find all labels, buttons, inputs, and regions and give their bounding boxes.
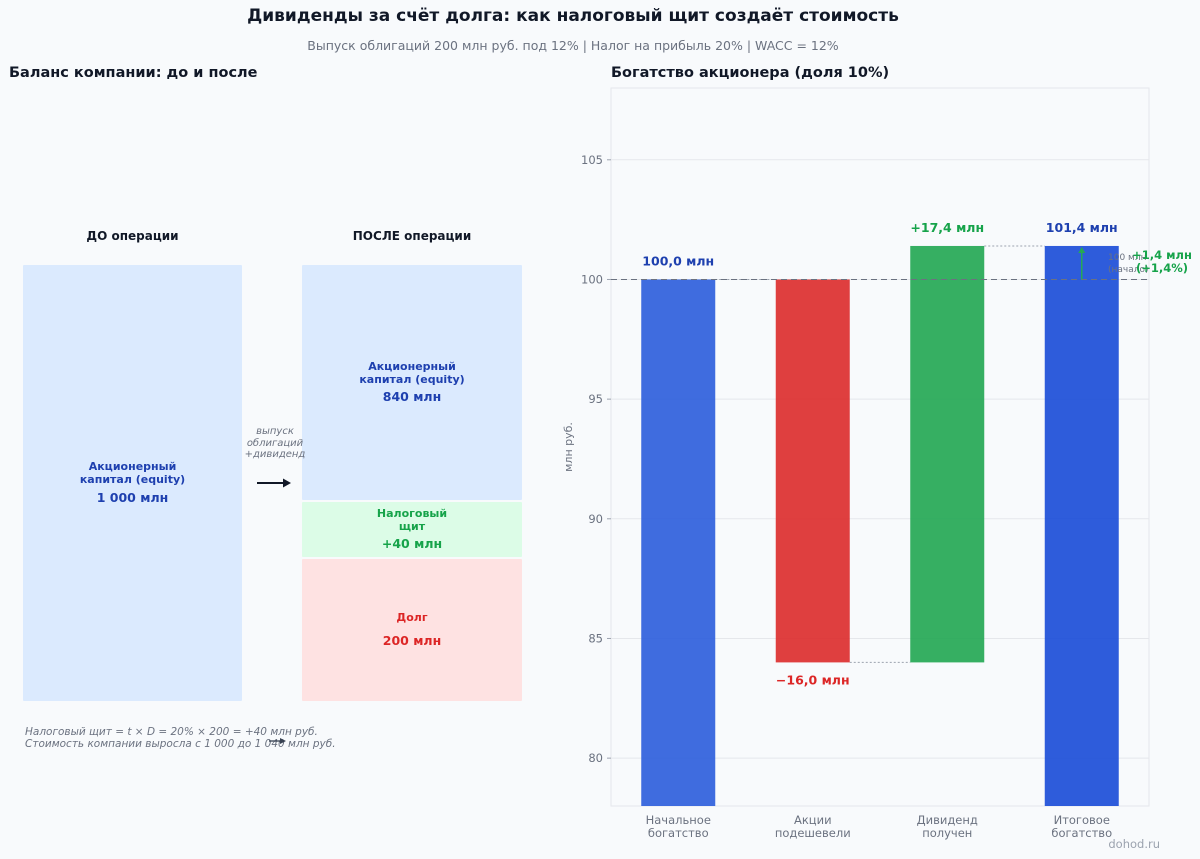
before-equity-block: Акционерный капитал (equity) 1 000 млн	[23, 265, 242, 701]
x-tick-label: богатство	[1051, 826, 1112, 840]
reference-annotation: 100 млн	[1108, 253, 1147, 263]
small-arrow-icon	[269, 738, 286, 744]
y-tick-label: 105	[581, 153, 603, 167]
y-axis-label: млн руб.	[562, 422, 575, 472]
y-tick-label: 95	[588, 392, 603, 406]
after-column-heading: ПОСЛЕ операции	[352, 229, 472, 243]
bar-value-label: 101,4 млн	[1046, 220, 1118, 235]
page-title: Дивиденды за счёт долга: как налоговый щ…	[247, 6, 899, 26]
plot-frame	[610, 87, 1150, 807]
company-value-note: Стоимость компании выросла с 1 000 до 1 …	[25, 738, 336, 750]
watermark: dohod.ru	[1108, 837, 1160, 851]
bar-down	[775, 279, 850, 663]
tax-shield-label: Налоговый щит	[376, 506, 448, 533]
y-tick-label: 80	[588, 751, 603, 765]
bar-up	[910, 245, 985, 663]
before-equity-value: 1 000 млн	[96, 489, 169, 505]
tax-shield-value: +40 млн	[381, 536, 443, 552]
y-tick-label: 85	[588, 631, 603, 645]
bar-final	[1044, 245, 1119, 806]
after-equity-block: Акционерный капитал (equity) 840 млн	[302, 265, 522, 500]
debt-block: Долг 200 млн	[302, 559, 522, 701]
x-tick-label: Начальное	[646, 813, 711, 827]
x-tick-label: Дивиденд	[917, 813, 978, 827]
gain-annotation: +1,4 млн	[1132, 248, 1192, 262]
x-tick-label: богатство	[648, 826, 709, 840]
bar-value-label: +17,4 млн	[910, 220, 984, 235]
gain-annotation: (+1,4%)	[1136, 261, 1188, 275]
up-arrow-icon	[1078, 246, 1086, 253]
debt-label: Долг	[396, 611, 428, 625]
x-tick-label: подешевели	[775, 826, 851, 840]
y-tick-label: 90	[588, 512, 603, 526]
page-subtitle: Выпуск облигаций 200 млн руб. под 12% | …	[307, 38, 839, 53]
right-arrow-icon	[257, 478, 291, 488]
x-tick-label: Акции	[794, 813, 832, 827]
bar-start	[641, 279, 716, 806]
after-equity-label: Акционерный капитал (equity)	[359, 359, 465, 386]
y-tick-label: 100	[581, 272, 603, 286]
operation-label: выпуск облигаций +дивиденд	[244, 426, 306, 460]
reference-annotation: (начало)	[1108, 265, 1149, 275]
chart-title: Богатство акционера (доля 10%)	[611, 65, 890, 81]
bar-value-label: −16,0 млн	[776, 672, 850, 687]
before-equity-label: Акционерный капитал (equity)	[79, 460, 186, 486]
tax-shield-formula-note: Налоговый щит = t × D = 20% × 200 = +40 …	[25, 726, 318, 738]
x-tick-label: Итоговое	[1054, 813, 1110, 827]
x-tick-label: получен	[922, 826, 972, 840]
debt-value: 200 млн	[382, 632, 442, 648]
bar-value-label: 100,0 млн	[642, 253, 714, 268]
tax-shield-block: Налоговый щит +40 млн	[302, 502, 522, 557]
balance-panel-title: Баланс компании: до и после	[9, 65, 258, 81]
after-equity-value: 840 млн	[382, 389, 442, 405]
before-column-heading: ДО операции	[86, 229, 179, 243]
